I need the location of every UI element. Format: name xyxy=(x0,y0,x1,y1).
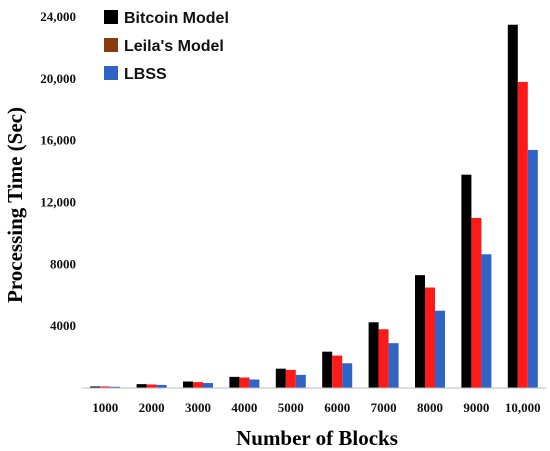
bar-leila-s-model-2000 xyxy=(146,384,157,388)
x-axis-title: Number of Blocks xyxy=(236,426,398,450)
y-tick-label: 24,000 xyxy=(40,9,76,24)
y-tick-label: 4000 xyxy=(50,318,76,333)
bar-lbss-4000 xyxy=(249,379,260,388)
bar-leila-s-model-4000 xyxy=(239,377,250,388)
x-tick-label: 10,000 xyxy=(505,400,541,415)
bar-bitcoin-model-3000 xyxy=(183,381,193,388)
x-tick-label: 7000 xyxy=(371,400,397,415)
bar-lbss-9000 xyxy=(481,254,492,388)
x-tick-label: 9000 xyxy=(463,400,489,415)
bar-leila-s-model-8000 xyxy=(425,287,435,388)
bar-lbss-2000 xyxy=(156,384,167,388)
bar-lbss-8000 xyxy=(435,310,445,388)
x-tick-label: 4000 xyxy=(231,400,257,415)
legend-label: Bitcoin Model xyxy=(124,10,229,27)
bar-bitcoin-model-8000 xyxy=(415,275,425,388)
x-tick-label: 3000 xyxy=(185,400,211,415)
bar-lbss-7000 xyxy=(388,343,399,388)
bar-lbss-6000 xyxy=(342,363,353,388)
legend-swatch xyxy=(104,10,118,24)
y-axis-ticks: 4000 8000 12,000 16,000 20,000 24,000 xyxy=(40,9,76,333)
x-tick-label: 8000 xyxy=(417,400,443,415)
legend-swatch xyxy=(104,66,118,80)
x-axis-ticks: 1000 2000 3000 4000 5000 6000 7000 8000 9000 10,0… xyxy=(92,400,540,415)
x-tick-label: 1000 xyxy=(92,400,118,415)
bar-bitcoin-model-10000 xyxy=(507,24,518,389)
bar-lbss-10000 xyxy=(527,149,538,388)
bar-lbss-1000 xyxy=(110,386,121,388)
bar-bitcoin-model-2000 xyxy=(136,384,147,388)
bar-leila-s-model-6000 xyxy=(332,355,343,388)
bar-leila-s-model-5000 xyxy=(285,369,296,388)
x-tick-label: 5000 xyxy=(278,400,304,415)
bar-leila-s-model-7000 xyxy=(378,329,389,388)
x-tick-label: 2000 xyxy=(139,400,165,415)
legend: Bitcoin Model Leila's Model LBSS xyxy=(104,10,229,83)
y-tick-label: 16,000 xyxy=(40,133,76,148)
bar-lbss-5000 xyxy=(295,374,306,388)
legend-label: LBSS xyxy=(124,66,167,83)
y-tick-label: 8000 xyxy=(50,256,76,271)
y-axis-title: Processing Time (Sec) xyxy=(3,107,27,303)
bar-bitcoin-model-5000 xyxy=(275,368,286,388)
legend-label: Leila's Model xyxy=(124,38,224,55)
x-tick-label: 6000 xyxy=(324,400,350,415)
bar-bitcoin-model-1000 xyxy=(90,386,101,388)
bar-bitcoin-model-7000 xyxy=(368,322,379,388)
bar-leila-s-model-9000 xyxy=(471,217,482,388)
bar-bitcoin-model-6000 xyxy=(322,351,333,388)
bar-lbss-3000 xyxy=(203,383,213,388)
legend-swatch xyxy=(104,38,118,52)
bar-bitcoin-model-9000 xyxy=(461,174,472,388)
bars xyxy=(90,24,538,389)
y-tick-label: 20,000 xyxy=(40,71,76,86)
bar-bitcoin-model-4000 xyxy=(229,376,240,388)
bar-leila-s-model-10000 xyxy=(517,81,528,389)
bar-leila-s-model-1000 xyxy=(100,386,111,388)
y-tick-label: 12,000 xyxy=(40,195,76,210)
bar-leila-s-model-3000 xyxy=(193,382,203,388)
